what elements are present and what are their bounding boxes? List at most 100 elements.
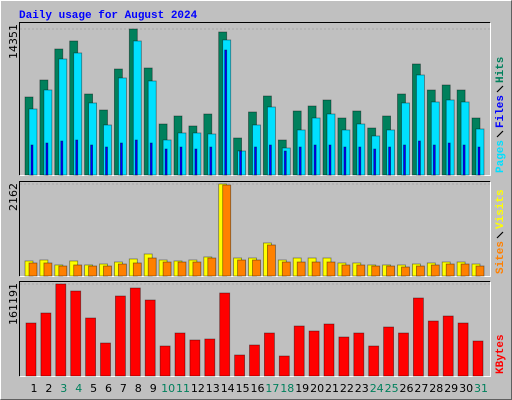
bar (179, 146, 183, 176)
x-tick-label: 11 (176, 382, 190, 395)
bar (207, 257, 217, 277)
bar (368, 345, 380, 377)
bar (472, 340, 484, 377)
bar (70, 290, 82, 377)
bar (40, 312, 52, 377)
y-tick-label: 14351 (7, 24, 20, 59)
bar (75, 139, 79, 176)
legend-separator (496, 231, 504, 239)
bar (417, 140, 421, 176)
bar (281, 261, 291, 277)
x-tick-label: 30 (459, 382, 473, 395)
x-tick-label: 6 (105, 382, 112, 395)
legend-label: Files (495, 95, 507, 128)
legend-separator (496, 130, 504, 138)
bar (386, 265, 396, 277)
bar (328, 144, 332, 176)
bar (134, 139, 138, 176)
bar (209, 146, 213, 176)
bar (30, 144, 34, 176)
bar (298, 146, 302, 176)
legend-label: Visits (495, 189, 507, 229)
bar (105, 146, 108, 176)
bar (353, 332, 365, 377)
bar (415, 265, 425, 277)
x-tick-label: 31 (474, 382, 488, 395)
bar (222, 184, 232, 277)
bar (341, 264, 351, 277)
x-tick-label: 13 (206, 382, 220, 395)
bar (147, 257, 157, 277)
bar (457, 322, 469, 377)
bar (283, 150, 287, 176)
bar (475, 265, 485, 277)
x-tick-label: 5 (90, 382, 97, 395)
bar (132, 262, 142, 277)
bar (462, 144, 466, 176)
x-tick-label: 4 (75, 382, 82, 395)
bar (296, 261, 306, 277)
bar (268, 144, 272, 176)
bar (118, 263, 127, 277)
x-tick-label: 3 (60, 382, 67, 395)
bar (447, 142, 451, 176)
panel-edge-light (19, 22, 491, 176)
panel-edge-light (19, 281, 491, 377)
x-tick-label: 7 (120, 382, 127, 395)
y-tick-label: 161191 (7, 283, 20, 325)
bar (43, 262, 53, 277)
legend-label: KBytes (495, 334, 507, 374)
x-tick-label: 23 (355, 382, 369, 395)
bar (120, 142, 123, 176)
bar (326, 261, 336, 277)
panel-edge-light (19, 181, 491, 277)
x-tick-label: 28 (429, 382, 443, 395)
x-tick-label: 12 (191, 382, 205, 395)
y-tick-label: 2162 (7, 183, 20, 211)
panel-edge-dark (19, 281, 491, 377)
x-tick-label: 10 (161, 382, 175, 395)
bar (103, 265, 112, 277)
bar (144, 299, 156, 377)
bar (356, 264, 366, 277)
bar (174, 332, 186, 377)
x-tick-label: 24 (370, 382, 384, 395)
bar (323, 323, 335, 377)
bar (371, 265, 381, 277)
bar (266, 244, 276, 277)
x-tick-label: 1 (31, 382, 38, 395)
bar (254, 146, 257, 176)
panel-edge-dark (19, 181, 491, 277)
bar (427, 320, 439, 377)
bar (398, 332, 409, 377)
x-tick-label: 16 (251, 382, 265, 395)
bar (383, 326, 395, 377)
bar (90, 144, 93, 176)
bar (219, 292, 231, 377)
bar (401, 266, 410, 277)
bar (115, 295, 126, 377)
x-tick-label: 9 (150, 382, 157, 395)
bar (430, 264, 440, 277)
bar (263, 332, 275, 377)
bar (60, 140, 64, 176)
bar (388, 146, 392, 176)
bar (149, 142, 153, 176)
bar (58, 265, 68, 277)
bar (25, 322, 37, 377)
bar (252, 259, 261, 277)
bar (129, 287, 141, 377)
bar (177, 261, 187, 277)
bar (311, 261, 321, 277)
x-tick-label: 2 (45, 382, 52, 395)
bar (237, 259, 247, 277)
bar (189, 339, 201, 377)
bar (192, 261, 202, 277)
bar (194, 148, 198, 176)
bar (412, 297, 424, 377)
bar (313, 144, 317, 176)
legend-separator (496, 85, 504, 93)
bar (85, 317, 96, 377)
